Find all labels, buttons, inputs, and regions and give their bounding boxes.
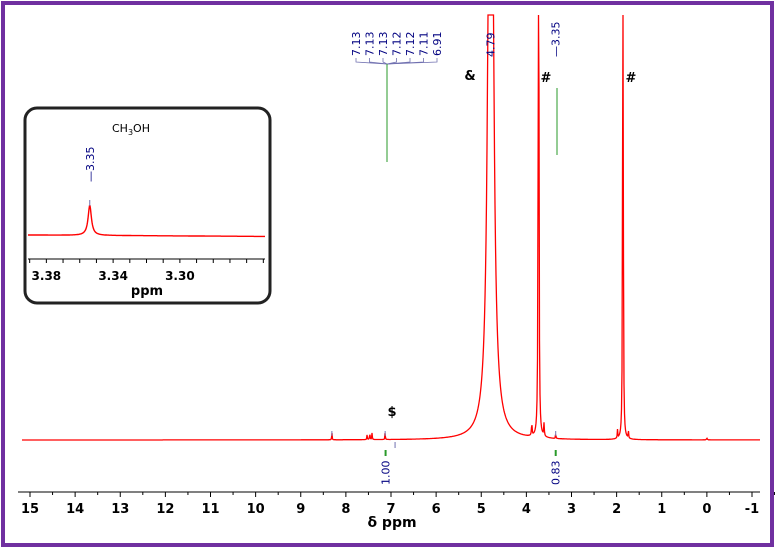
peak-label-water: 4.79 xyxy=(485,33,498,58)
inset-box: CH3OH 3.38 3.34 3.30 —3.35 ppm xyxy=(23,106,272,305)
peak-annotation: $ xyxy=(387,405,396,420)
main-spectrum xyxy=(22,14,760,441)
peak-label-leader xyxy=(369,58,388,65)
peak-label: 7.12 xyxy=(404,32,417,57)
x-tick-label: 0 xyxy=(702,502,711,517)
integral-value: 1.00 xyxy=(380,461,393,486)
inset-spectrum-line xyxy=(28,205,265,238)
x-tick-label: 6 xyxy=(432,502,441,517)
peak-label: 7.12 xyxy=(391,32,404,57)
x-tick-label: 8 xyxy=(341,502,350,517)
spectrum-line xyxy=(22,14,760,441)
peak-label: 7.13 xyxy=(350,32,363,57)
inset-title: CH3OH xyxy=(112,122,150,137)
x-tick-label: 13 xyxy=(111,502,129,517)
inset-peak-label: —3.35 xyxy=(84,147,97,183)
inset-x-tick-label: 3.34 xyxy=(98,269,128,283)
x-tick-label: 1 xyxy=(657,502,666,517)
x-tick-label: -1 xyxy=(745,502,759,517)
x-tick-label: 3 xyxy=(567,502,576,517)
integral-value: 0.83 xyxy=(550,461,563,486)
x-tick-label: 14 xyxy=(66,502,84,517)
x-tick-label: 4 xyxy=(522,502,531,517)
x-tick-label: 7 xyxy=(386,502,395,517)
peak-label: 7.11 xyxy=(418,32,431,57)
x-tick-label: 9 xyxy=(296,502,305,517)
peak-labels: 7.13 7.13 7.13 7.12 7.12 7.11 6.91 4.79 —3.35& # #… xyxy=(331,22,637,486)
inset-x-tick-label: 3.38 xyxy=(32,269,62,283)
peak-label: 7.13 xyxy=(364,32,377,57)
x-tick-label: 11 xyxy=(201,502,219,517)
peak-label: 6.91 xyxy=(431,32,444,57)
x-axis-label: δ ppm xyxy=(367,515,416,531)
x-tick-label: 10 xyxy=(247,502,265,517)
peak-label-leader xyxy=(355,58,388,65)
peak-label-methanol: —3.35 xyxy=(550,22,563,58)
inset-x-tick-label: 3.30 xyxy=(165,269,195,283)
peak-annotation: # xyxy=(626,71,637,86)
x-tick-label: 2 xyxy=(612,502,621,517)
x-tick-label: 5 xyxy=(477,502,486,517)
peak-annotation: # xyxy=(541,71,552,86)
x-tick-label: 12 xyxy=(156,502,174,517)
inset-x-label: ppm xyxy=(131,284,163,299)
peak-label: 7.13 xyxy=(377,32,390,57)
x-tick-label: 15 xyxy=(21,502,39,517)
x-axis: 15 14 13 12 11 10 9 8 7 6 5 4 3 2 1 0 -1 xyxy=(18,491,775,517)
peak-label-leader xyxy=(382,58,388,65)
peak-annotation: & xyxy=(464,69,475,84)
peak-label-leader xyxy=(386,58,438,65)
